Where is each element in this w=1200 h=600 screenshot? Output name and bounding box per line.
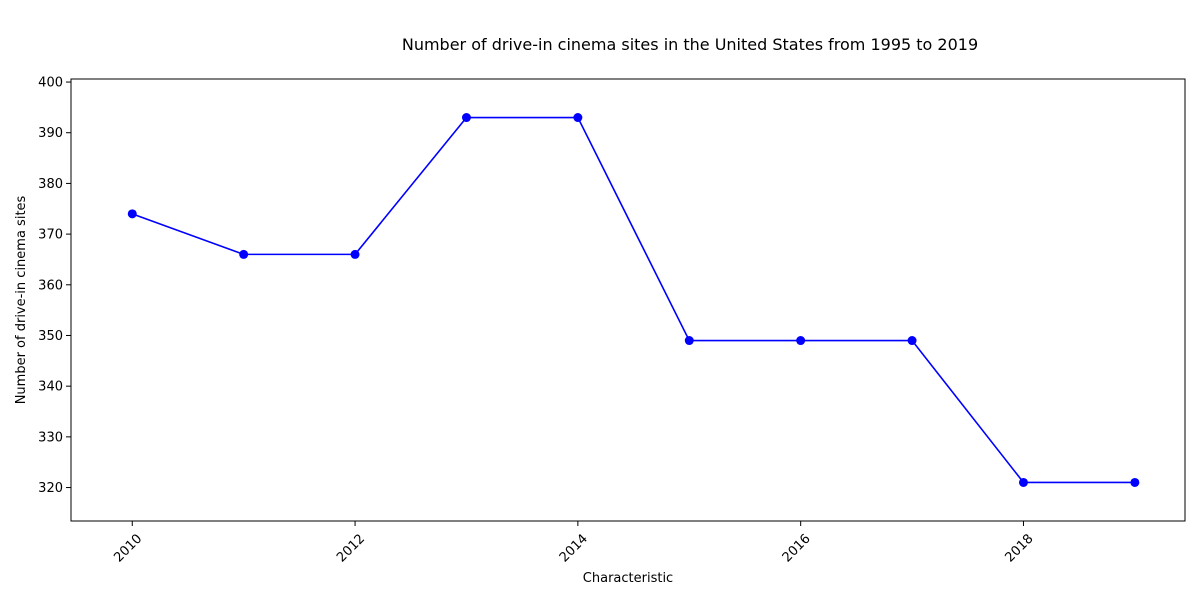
y-tick-label: 360 — [38, 278, 63, 293]
x-axis-label: Characteristic — [583, 571, 673, 586]
series-line — [131, 116, 1135, 484]
data-point — [1130, 477, 1140, 487]
y-tick-label: 400 — [38, 76, 63, 91]
y-tick-label: 370 — [38, 228, 63, 243]
x-tick-label: 2018 — [1003, 531, 1037, 565]
data-point — [907, 336, 917, 346]
chart-title: Number of drive-in cinema sites in the U… — [402, 35, 978, 54]
data-point — [1018, 477, 1028, 487]
data-point — [239, 249, 249, 259]
data-point — [684, 336, 694, 346]
x-tick-label: 2010 — [111, 531, 145, 565]
y-axis-label: Number of drive-in cinema sites — [14, 195, 29, 404]
data-point — [796, 336, 806, 346]
y-axis: 320 330 340 350 360 370 380 390 400 — [38, 76, 71, 496]
x-tick-label: 2014 — [557, 531, 591, 565]
x-axis: 2010 2012 2014 2016 2018 — [111, 521, 1037, 565]
y-tick-label: 350 — [38, 329, 63, 344]
data-point — [350, 249, 360, 259]
data-point — [461, 113, 471, 123]
y-tick-label: 320 — [38, 481, 63, 496]
data-point — [127, 209, 137, 219]
y-tick-label: 340 — [38, 380, 63, 395]
data-point — [573, 113, 583, 123]
y-tick-label: 330 — [38, 430, 63, 445]
x-tick-label: 2012 — [334, 531, 368, 565]
plot-area — [127, 113, 1140, 487]
plot-frame — [70, 78, 1186, 522]
y-tick-label: 380 — [38, 177, 63, 192]
y-tick-label: 390 — [38, 126, 63, 141]
x-tick-label: 2016 — [780, 531, 814, 565]
